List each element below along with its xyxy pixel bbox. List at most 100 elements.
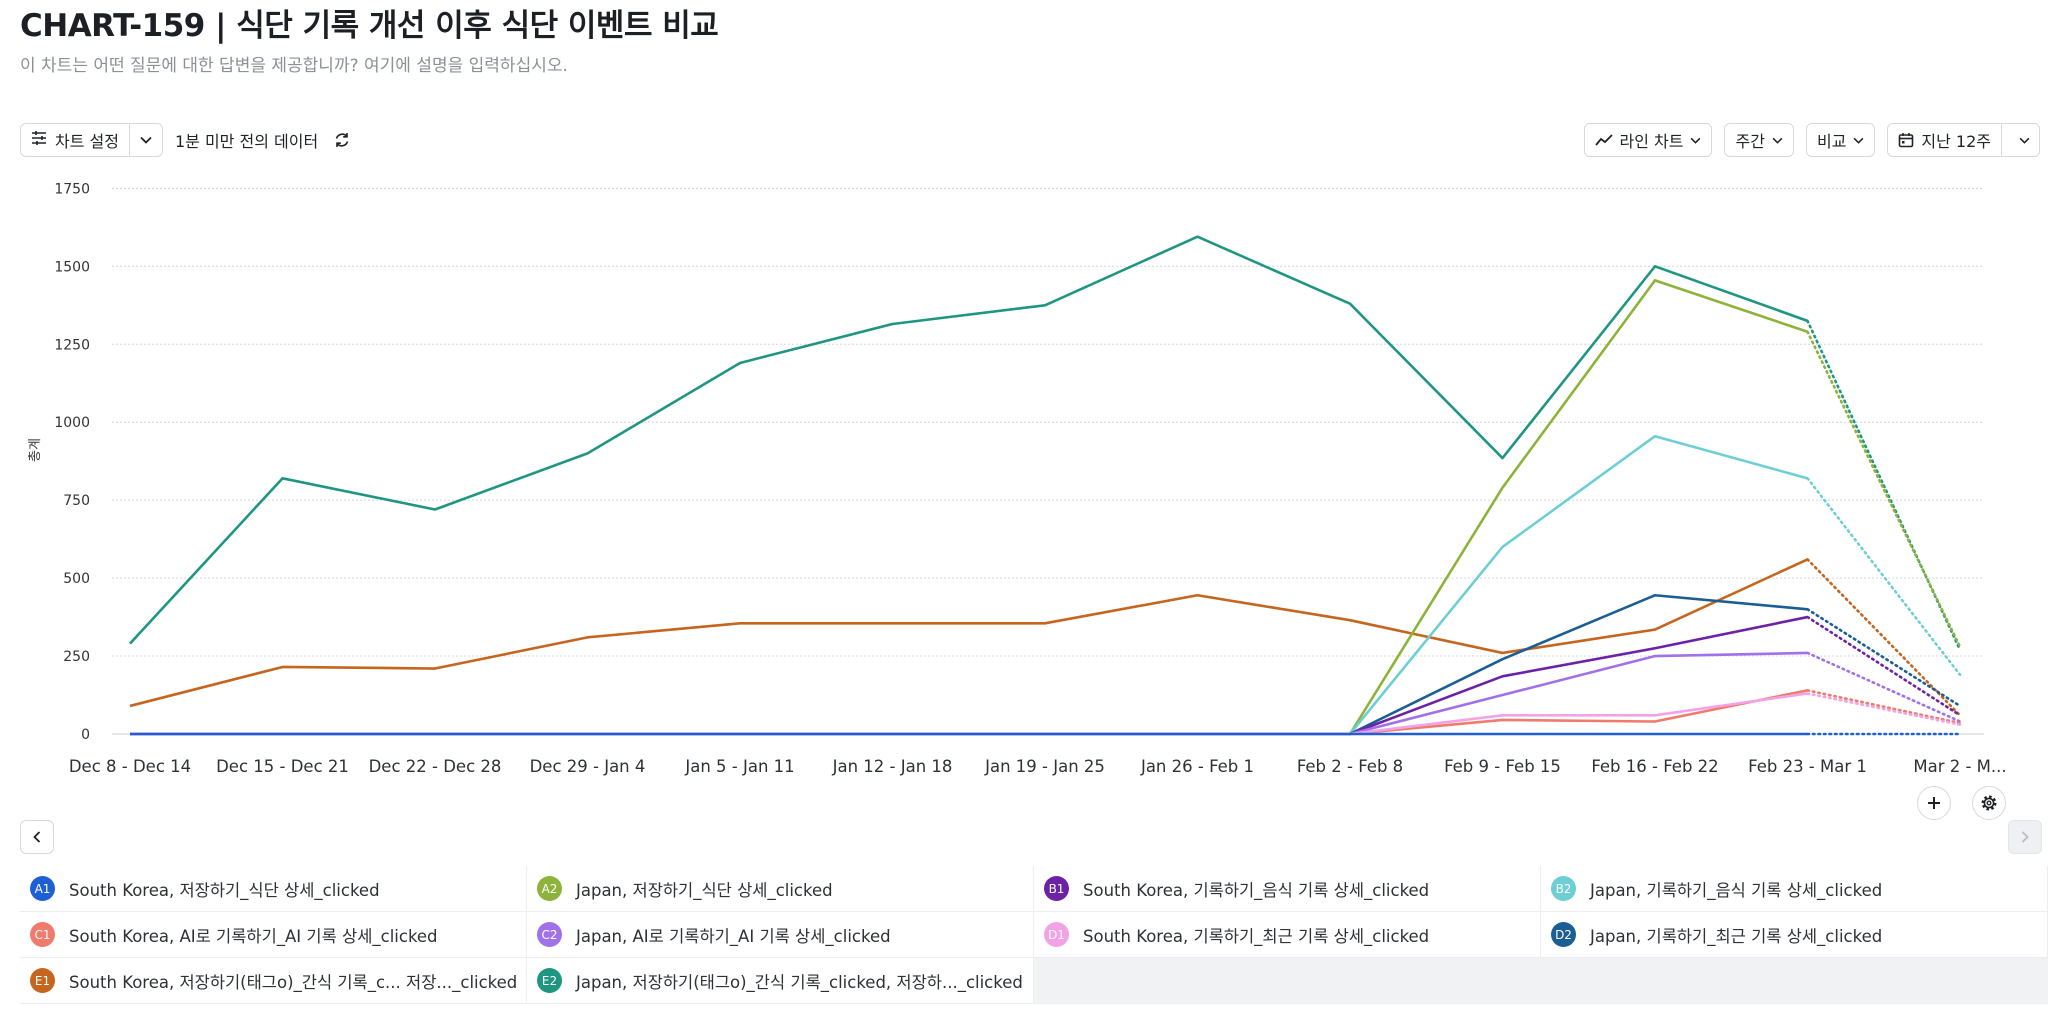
chevron-left-icon [33,831,41,843]
y-tick-label: 1750 [54,181,90,197]
legend-badge: B2 [1551,876,1576,901]
legend-badge: A1 [30,876,55,901]
chevron-down-icon [140,136,152,144]
chart-settings-button[interactable]: 차트 설정 [21,124,130,156]
legend-label: South Korea, 기록하기_음식 기록 상세_clicked [1083,880,1430,900]
interval-dropdown[interactable]: 주간 [1724,123,1794,157]
y-tick-label: 1500 [54,259,90,275]
chevron-right-icon [2021,831,2029,843]
legend-item[interactable]: C1 South Korea, AI로 기록하기_AI 기록 상세_clicked [20,912,527,958]
y-tick-label: 500 [63,571,90,587]
legend-empty-area [1034,958,2048,1004]
refresh-icon [335,133,349,147]
legend-label: Japan, 기록하기_최근 기록 상세_clicked [1590,926,1883,946]
legend-item[interactable]: B2 Japan, 기록하기_음식 기록 상세_clicked [1541,866,2048,912]
legend-item[interactable]: A1 South Korea, 저장하기_식단 상세_clicked [20,866,527,912]
x-tick-label: Jan 12 - Jan 18 [832,757,953,776]
y-axis-ticks: 0 250 500 750 1000 1250 1500 1750 [54,181,90,743]
compare-label: 비교 [1816,132,1847,151]
chart-toolbar-left: 차트 설정 1분 미만 전의 데이터 [20,123,356,157]
legend-badge: D2 [1551,922,1576,947]
legend-prev-button[interactable] [20,820,54,854]
series-line-d2 [130,593,1808,736]
series-incomplete-d2 [1806,607,1962,708]
legend-next-button[interactable] [2008,820,2042,854]
x-tick-label: Jan 26 - Feb 1 [1140,757,1254,776]
series-line-e2 [129,235,1808,645]
legend-item[interactable]: E1 South Korea, 저장하기(태그o)_간식 기록_c... 저장..… [20,958,527,1004]
line-chart-icon [1594,134,1613,146]
series-incomplete-d1 [1806,692,1962,726]
x-tick-label: Feb 16 - Feb 22 [1591,757,1718,776]
calendar-icon [1899,133,1914,148]
legend-label: Japan, 저장하기(태그o)_간식 기록_clicked, 저장하..._c… [576,972,1023,992]
series-line-d1 [130,692,1808,736]
chart-type-dropdown[interactable]: 라인 차트 [1583,123,1713,157]
legend-badge: E2 [537,968,562,993]
date-range-label: 지난 12주 [1921,132,1991,151]
chevron-down-icon [1772,137,1783,144]
x-tick-label: Feb 2 - Feb 8 [1297,757,1403,776]
y-tick-label: 750 [63,493,90,509]
y-tick-label: 250 [63,649,90,665]
compare-dropdown[interactable]: 비교 [1805,123,1876,157]
add-button[interactable] [1917,786,1951,820]
series-incomplete-a2 [1806,330,1962,648]
chart-title[interactable]: CHART-159 | 식단 기록 개선 이후 식단 이벤트 비교 [20,8,719,44]
chart-series [129,235,1962,736]
legend-label: Japan, 기록하기_음식 기록 상세_clicked [1590,880,1883,900]
chart-settings-button-group: 차트 설정 [20,123,163,157]
series-line-c2 [130,651,1808,736]
x-tick-label: Dec 8 - Dec 14 [69,757,191,776]
line-chart[interactable]: 0 250 500 750 1000 1250 1500 1750 Dec 8 - Dec 1… [0,170,2048,790]
legend-badge: D1 [1044,922,1069,947]
date-range-dropdown[interactable] [2009,137,2039,144]
x-tick-label: Jan 19 - Jan 25 [984,757,1105,776]
legend-item[interactable]: D1 South Korea, 기록하기_최근 기록 상세_clicked [1034,912,1541,958]
x-tick-label: Feb 23 - Mar 1 [1748,757,1867,776]
chevron-down-icon [1853,137,1864,144]
x-tick-label: Jan 5 - Jan 11 [684,757,794,776]
legend-badge: A2 [537,876,562,901]
legend-item[interactable]: D2 Japan, 기록하기_최근 기록 상세_clicked [1541,912,2048,958]
legend-label: South Korea, 저장하기_식단 상세_clicked [69,880,380,900]
series-incomplete-b1 [1806,615,1962,717]
series-line-c1 [130,689,1808,736]
series-incomplete-b2 [1806,477,1962,677]
legend-label: Japan, 저장하기_식단 상세_clicked [576,880,833,900]
legend-item[interactable]: E2 Japan, 저장하기(태그o)_간식 기록_clicked, 저장하...… [527,958,1034,1004]
chevron-down-icon [1691,137,1701,144]
legend-label: South Korea, 기록하기_최근 기록 상세_clicked [1083,926,1430,946]
legend-item[interactable]: A2 Japan, 저장하기_식단 상세_clicked [527,866,1034,912]
chart-type-label: 라인 차트 [1619,132,1684,151]
series-line-e1 [129,558,1809,708]
chart-description[interactable]: 이 차트는 어떤 질문에 대한 답변을 제공합니까? 여기에 설명을 입력하십시… [20,56,568,76]
legend-badge: C2 [537,922,562,947]
x-tick-label: Dec 22 - Dec 28 [369,757,502,776]
legend-badge: C1 [30,922,55,947]
x-axis-ticks: Dec 8 - Dec 14 Dec 15 - Dec 21 Dec 22 - De… [69,757,2007,776]
y-tick-label: 1250 [54,337,90,353]
date-range-button[interactable]: 지난 12주 [1888,124,2002,156]
chart-settings-gear-button[interactable] [1972,786,2006,820]
y-tick-label: 1000 [54,415,90,431]
series-incomplete-c2 [1806,651,1962,723]
legend-badge: B1 [1044,876,1069,901]
plus-icon [1928,797,1940,809]
legend-label: South Korea, AI로 기록하기_AI 기록 상세_clicked [69,926,438,946]
data-freshness-label: 1분 미만 전의 데이터 [174,132,319,151]
legend-badge: E1 [30,968,55,993]
legend-item[interactable]: C2 Japan, AI로 기록하기_AI 기록 상세_clicked [527,912,1034,958]
chart-settings-label: 차트 설정 [55,132,119,151]
legend-item[interactable]: B1 South Korea, 기록하기_음식 기록 상세_clicked [1034,866,1541,912]
chart-toolbar-right: 라인 차트 주간 비교 지난 12주 [1583,123,2040,157]
series-line-b2 [130,434,1808,736]
chart-settings-dropdown[interactable] [130,124,162,156]
series-incomplete-c1 [1806,689,1962,725]
chart-legend: A1 South Korea, 저장하기_식단 상세_clicked A2 Japan… [20,866,2048,1004]
x-tick-label: Mar 2 - M... [1913,757,2006,776]
refresh-button[interactable] [328,126,356,154]
x-tick-label: Dec 29 - Jan 4 [530,757,646,776]
chart-grid [112,187,1984,735]
x-tick-label: Feb 9 - Feb 15 [1444,757,1561,776]
